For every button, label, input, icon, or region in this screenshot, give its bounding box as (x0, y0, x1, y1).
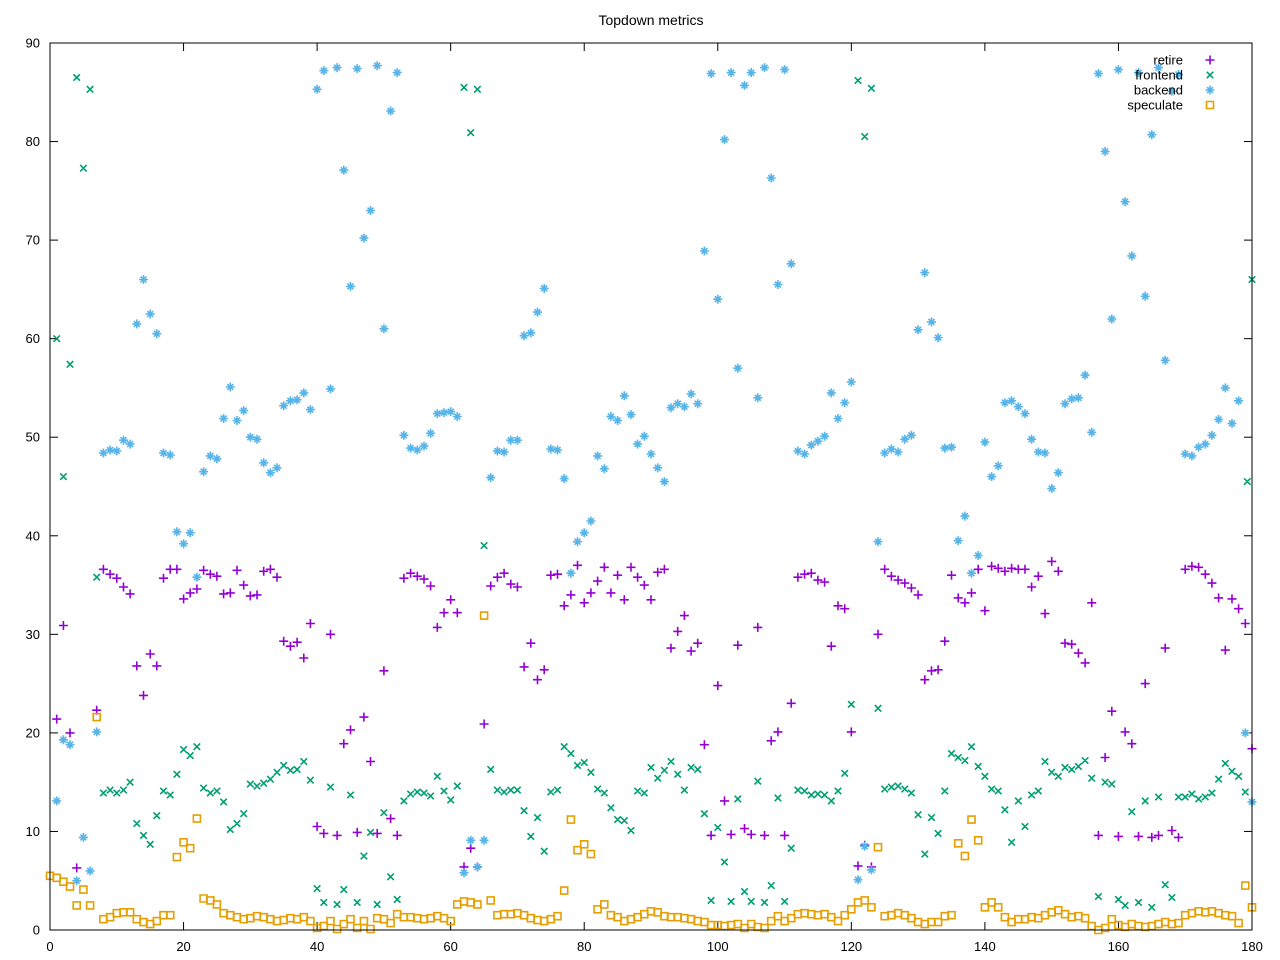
y-tick-label: 90 (26, 36, 40, 51)
series-retire-points (52, 556, 1257, 873)
legend-label-backend: backend (1134, 83, 1183, 98)
retire-markers (52, 556, 1257, 873)
series-frontend-points (52, 73, 1256, 912)
x-tick-label: 140 (974, 939, 996, 954)
x-tick-label: 0 (46, 939, 53, 954)
axis-tick-labels: 0 20 40 60 80 100 120 140 160 180 0 10 20 30 40 50 60 70 8… (26, 36, 1263, 955)
y-tick-label: 40 (26, 528, 40, 543)
series-backend-points (52, 61, 1257, 886)
x-tick-label: 160 (1108, 939, 1130, 954)
legend-label-retire: retire (1153, 53, 1183, 68)
legend-item-backend: backend (1134, 83, 1215, 98)
y-tick-label: 30 (26, 627, 40, 642)
x-tick-label: 60 (443, 939, 457, 954)
plot-border (49, 42, 1253, 931)
x-tick-label: 80 (577, 939, 591, 954)
x-tick-label: 40 (310, 939, 324, 954)
legend-marker-speculate-icon (1205, 100, 1215, 110)
legend-label-frontend: frontend (1135, 68, 1183, 83)
x-tick-label: 120 (840, 939, 862, 954)
y-tick-label: 80 (26, 134, 40, 149)
y-tick-label: 0 (33, 923, 40, 938)
legend-item-retire: retire (1153, 53, 1215, 68)
legend-marker-backend-icon (1205, 85, 1215, 95)
y-tick-label: 70 (26, 233, 40, 248)
y-tick-label: 60 (26, 331, 40, 346)
x-tick-label: 100 (707, 939, 729, 954)
series-speculate-points (45, 611, 1257, 935)
legend-label-speculate: speculate (1127, 98, 1183, 113)
speculate-markers (45, 611, 1257, 935)
axis-ticks (49, 42, 1253, 931)
backend-markers (52, 61, 1257, 886)
y-tick-label: 20 (26, 725, 40, 740)
legend-marker-frontend-icon (1206, 71, 1214, 79)
x-tick-label: 20 (176, 939, 190, 954)
legend-item-speculate: speculate (1127, 98, 1215, 113)
x-tick-label: 180 (1241, 939, 1263, 954)
y-tick-label: 50 (26, 430, 40, 445)
chart-title: Topdown metrics (598, 12, 704, 28)
frontend-markers (52, 73, 1256, 912)
y-tick-label: 10 (26, 824, 40, 839)
legend-marker-retire-icon (1205, 55, 1215, 65)
legend-item-frontend: frontend (1135, 68, 1214, 83)
